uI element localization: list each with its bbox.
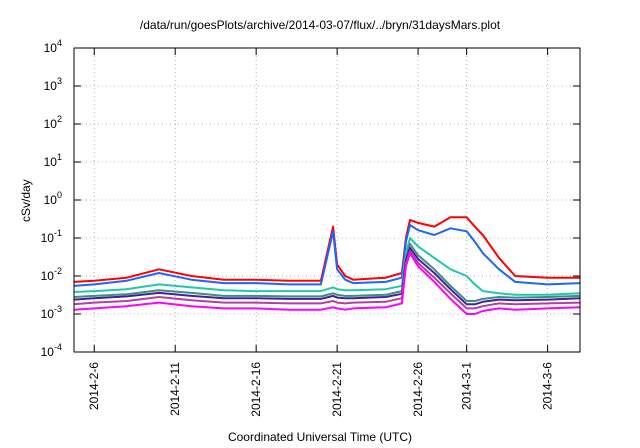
y-tick-label-exponent: -4 xyxy=(54,342,62,352)
series-line xyxy=(73,237,581,296)
series-line xyxy=(73,250,581,310)
x-tick-label: 2014-2-21 xyxy=(330,362,344,417)
x-tick-label: 2014-2-16 xyxy=(249,362,263,417)
y-tick-label-exponent: 3 xyxy=(57,76,62,86)
y-tick-label-base: 10 xyxy=(41,269,55,283)
series-line xyxy=(73,242,581,302)
data-series xyxy=(73,216,581,315)
y-tick-label-exponent: -2 xyxy=(54,266,62,276)
series-line xyxy=(73,252,581,315)
y-tick-label-base: 10 xyxy=(44,41,58,55)
y-tick-label-base: 10 xyxy=(41,231,55,245)
y-tick-label: 10-1 xyxy=(41,228,62,245)
x-tick-label: 2014-2-6 xyxy=(87,362,101,410)
series-line xyxy=(73,246,581,306)
y-tick-label-base: 10 xyxy=(44,117,58,131)
plot-border xyxy=(73,47,581,353)
y-tick-label-exponent: 2 xyxy=(57,114,62,124)
y-tick-label: 102 xyxy=(44,114,62,131)
y-tick-label: 101 xyxy=(44,152,62,169)
y-tick-label-exponent: -1 xyxy=(54,228,62,238)
y-tick-label: 104 xyxy=(44,38,62,55)
grid-lines xyxy=(74,48,580,352)
y-tick-label-base: 10 xyxy=(44,193,58,207)
y-tick-label-base: 10 xyxy=(41,307,55,321)
y-tick-label: 10-4 xyxy=(41,342,62,359)
y-tick-label-base: 10 xyxy=(41,345,55,359)
x-tick-label: 2014-3-6 xyxy=(541,362,555,410)
series-line xyxy=(73,216,580,283)
x-tick-label: 2014-2-26 xyxy=(411,362,425,417)
x-tick-label: 2014-3-1 xyxy=(460,362,474,410)
y-tick-label-exponent: 4 xyxy=(57,38,62,48)
y-tick-label-base: 10 xyxy=(44,79,58,93)
x-axis-label: Coordinated Universal Time (UTC) xyxy=(227,430,413,444)
y-tick-label-exponent: 1 xyxy=(57,152,62,162)
y-tick-label: 10-3 xyxy=(41,304,62,321)
chart-title: /data/run/goesPlots/archive/2014-03-07/f… xyxy=(139,18,501,32)
y-tick-label-exponent: 0 xyxy=(57,190,62,200)
y-tick-label: 103 xyxy=(44,76,62,93)
x-tick-label: 2014-2-11 xyxy=(168,362,182,416)
y-tick-label-base: 10 xyxy=(44,155,58,169)
y-tick-label: 10-2 xyxy=(41,266,62,283)
y-tick-label-exponent: -3 xyxy=(54,304,62,314)
y-tick-label: 100 xyxy=(44,190,62,207)
series-line xyxy=(73,224,581,287)
